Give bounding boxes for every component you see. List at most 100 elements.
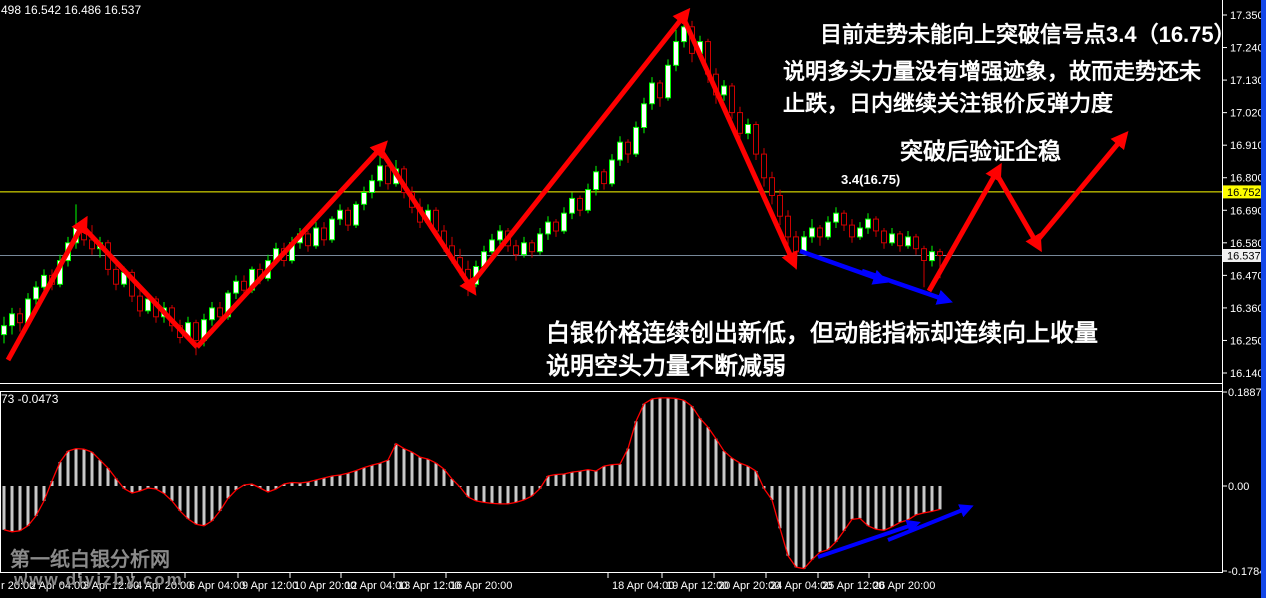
price-tick-label: 16.360 bbox=[1230, 303, 1264, 315]
candle-body bbox=[521, 242, 527, 256]
red-trend-arrow bbox=[377, 147, 477, 296]
time-tick-label: 2 Apr 04:00 bbox=[30, 580, 86, 592]
blue-trend-arrow bbox=[887, 504, 974, 542]
red-trend-arrow bbox=[1034, 131, 1129, 244]
red-trend-arrow bbox=[80, 224, 199, 349]
candle-body bbox=[833, 212, 839, 223]
candle-body bbox=[745, 124, 751, 134]
price-tick-label: 17.130 bbox=[1230, 75, 1264, 87]
candle-body bbox=[633, 126, 639, 155]
candle-body bbox=[513, 245, 519, 256]
candle-body bbox=[625, 141, 631, 155]
candle-body bbox=[209, 307, 215, 321]
candle-body bbox=[721, 85, 727, 96]
candle-body bbox=[921, 248, 927, 261]
watermark-site-name: 第一纸白银分析网 bbox=[10, 547, 170, 571]
price-level-lines bbox=[0, 191, 1222, 257]
candle-body bbox=[641, 103, 647, 129]
candle-body bbox=[609, 159, 615, 185]
candle-body bbox=[561, 212, 567, 232]
candle-body bbox=[913, 236, 919, 250]
red-trend-arrow bbox=[680, 15, 798, 270]
time-axis: r 20:002 Apr 04:003 Apr 12:004 Apr 20:00… bbox=[1, 573, 935, 592]
time-tick-label: 25 Apr 12:00 bbox=[822, 580, 884, 592]
candle-body bbox=[337, 209, 343, 220]
price-tick-label: 16.140 bbox=[1230, 368, 1264, 380]
candle-body bbox=[137, 295, 143, 312]
time-tick-label: 24 Apr 04:00 bbox=[770, 580, 832, 592]
time-tick-label: 12 Apr 04:00 bbox=[345, 580, 407, 592]
candle-body bbox=[9, 313, 15, 327]
candle-body bbox=[849, 224, 855, 238]
candle-body bbox=[769, 177, 775, 196]
trend-arrows bbox=[5, 7, 1129, 559]
candle-body bbox=[673, 41, 679, 66]
candle-body bbox=[537, 233, 543, 253]
candle-body bbox=[241, 280, 247, 291]
candle-body bbox=[665, 64, 671, 99]
candle-body bbox=[489, 239, 495, 253]
candle-body bbox=[385, 165, 391, 185]
candle-body bbox=[345, 209, 351, 226]
red-trend-arrow bbox=[468, 7, 691, 288]
annotation-top-line3: 止跌，日内继续关注银价反弹力度 bbox=[783, 91, 1114, 116]
price-tick-label: 16.910 bbox=[1230, 140, 1264, 152]
candle-body bbox=[497, 230, 503, 241]
candle-body bbox=[193, 322, 199, 342]
candle-body bbox=[601, 171, 607, 185]
annotation-top-line2: 说明多头力量没有增强迹象，故而走势还未 bbox=[783, 59, 1201, 84]
time-tick-label: 18 Apr 04:00 bbox=[612, 580, 674, 592]
price-tick-label: 17.020 bbox=[1230, 108, 1264, 120]
candle-body bbox=[377, 165, 383, 182]
time-tick-label: 26 Apr 20:00 bbox=[873, 580, 935, 592]
candle-body bbox=[305, 233, 311, 247]
candle-body bbox=[649, 82, 655, 105]
price-marker-box bbox=[1223, 185, 1261, 199]
candle-body bbox=[825, 221, 831, 238]
indicator-panel-border bbox=[0, 391, 1223, 573]
red-trend-arrow bbox=[993, 171, 1042, 253]
ohlc-readout: 498 16.542 16.486 16.537 bbox=[1, 3, 141, 17]
candle-body bbox=[729, 85, 735, 114]
time-tick-label: 20 Apr 20:00 bbox=[718, 580, 780, 592]
candle-body bbox=[353, 203, 359, 226]
candle-body bbox=[553, 221, 559, 232]
indicator-tick-label: 0.00 bbox=[1228, 481, 1249, 493]
window-border-right bbox=[1261, 0, 1266, 598]
momentum-readout: 73 -0.0473 bbox=[1, 392, 59, 406]
price-tick-label: 17.240 bbox=[1230, 43, 1264, 55]
price-tick-label: 16.690 bbox=[1230, 205, 1264, 217]
signal-level-label: 3.4(16.75) bbox=[841, 172, 900, 187]
annotation-breakout: 突破后验证企稳 bbox=[900, 138, 1061, 164]
candle-body bbox=[889, 233, 895, 244]
candle-body bbox=[1, 325, 7, 336]
panel-borders bbox=[0, 0, 1223, 573]
candle-body bbox=[361, 192, 367, 205]
candle-body bbox=[529, 242, 535, 253]
candle-body bbox=[809, 227, 815, 238]
candle-body bbox=[753, 124, 759, 155]
candle-body bbox=[545, 221, 551, 235]
candle-body bbox=[233, 280, 239, 294]
candle-body bbox=[41, 274, 47, 288]
price-tick-label: 16.800 bbox=[1230, 173, 1264, 185]
candle-body bbox=[569, 197, 575, 214]
candle-body bbox=[217, 307, 223, 318]
price-marker-label: 16.537 bbox=[1227, 251, 1261, 263]
candle-body bbox=[17, 313, 23, 324]
time-tick-label: 16 Apr 20:00 bbox=[450, 580, 512, 592]
price-tick-label: 16.250 bbox=[1230, 336, 1264, 348]
indicator-tick-label: 0.1887 bbox=[1228, 387, 1262, 399]
candle-body bbox=[905, 236, 911, 247]
candle-body bbox=[897, 233, 903, 247]
candle-body bbox=[657, 82, 663, 99]
candle-body bbox=[113, 268, 119, 285]
candle-body bbox=[857, 227, 863, 238]
candle-body bbox=[841, 212, 847, 226]
candle-body bbox=[881, 230, 887, 244]
price-marker-label: 16.752 bbox=[1227, 187, 1261, 199]
momentum-histogram bbox=[2, 397, 942, 570]
price-axis: 17.350 17.240 17.130 17.020 16.910 16.800 16.6… bbox=[1222, 10, 1264, 380]
